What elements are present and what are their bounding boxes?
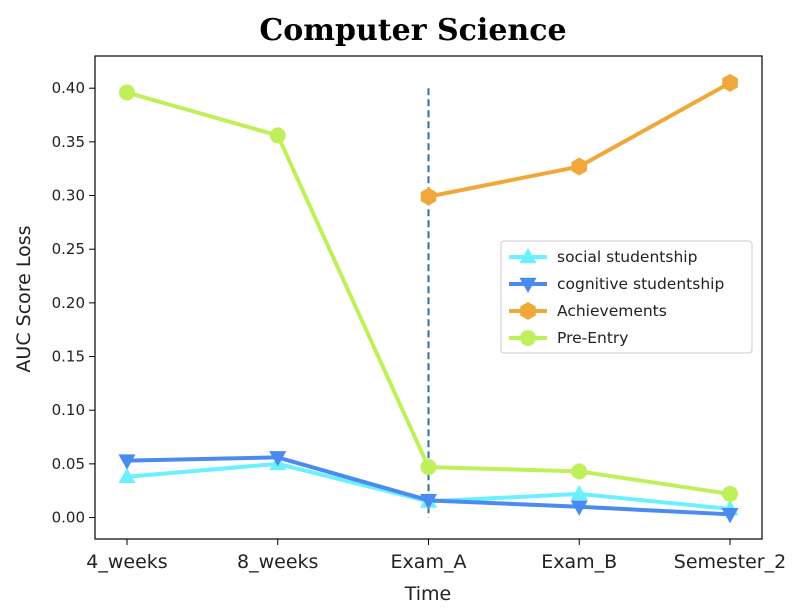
legend-marker-achievements: [520, 302, 536, 320]
x-tick-label: Exam_B: [541, 551, 617, 573]
x-tick-label: Exam_A: [391, 551, 467, 573]
legend-box: [500, 240, 753, 354]
point-social-studentship: [118, 467, 136, 484]
point-pre-entry: [420, 459, 437, 476]
y-tick-label: 0.20: [52, 294, 85, 312]
point-pre-entry: [119, 84, 135, 101]
x-tick-label: Semester_2: [674, 551, 786, 573]
legend-label-pre-entry: Pre-Entry: [557, 329, 628, 347]
legend-marker-social-studentship: [519, 248, 537, 264]
y-tick-label: 0.10: [52, 401, 85, 419]
point-pre-entry: [571, 463, 588, 480]
y-tick-label: 0.15: [52, 348, 85, 366]
x-axis-label: Time: [404, 583, 452, 605]
point-achievements: [420, 187, 437, 206]
y-tick-label: 0.00: [52, 509, 85, 527]
point-pre-entry: [722, 485, 738, 502]
point-cognitive-studentship: [118, 454, 136, 470]
y-tick-label: 0.40: [52, 79, 85, 97]
series-line-achievements: [426, 80, 732, 199]
legend: social studentship cognitive studentship A…: [500, 240, 753, 354]
legend-marker-pre-entry: [520, 330, 536, 346]
point-cognitive-studentship: [269, 451, 287, 467]
legend-marker-cognitive-studentship: [519, 277, 537, 293]
plot-area: 0.00 0.05 0.10 0.15 0.20 0.25 0.30 0.35 0.40 4_we…: [52, 55, 786, 573]
x-tick-label: 8_weeks: [237, 551, 318, 573]
point-cognitive-studentship: [570, 500, 588, 516]
point-achievements: [571, 157, 588, 176]
chart-title: Computer Science: [259, 13, 566, 48]
y-axis-label: AUC Score Loss: [13, 225, 35, 372]
y-tick-label: 0.05: [52, 455, 85, 473]
point-cognitive-studentship: [721, 508, 739, 524]
point-achievements: [722, 73, 738, 92]
point-cognitive-studentship: [419, 494, 438, 510]
y-tick-label: 0.25: [52, 240, 85, 258]
point-social-studentship: [570, 484, 588, 501]
point-pre-entry: [269, 127, 286, 144]
legend-label-cognitive-studentship: cognitive studentship: [557, 275, 724, 293]
legend-label-social-studentship: social studentship: [557, 248, 697, 266]
y-tick-label: 0.35: [52, 133, 85, 151]
legend-label-achievements: Achievements: [557, 302, 667, 320]
y-tick-label: 0.30: [52, 187, 85, 205]
x-tick-label: 4_weeks: [86, 551, 167, 573]
